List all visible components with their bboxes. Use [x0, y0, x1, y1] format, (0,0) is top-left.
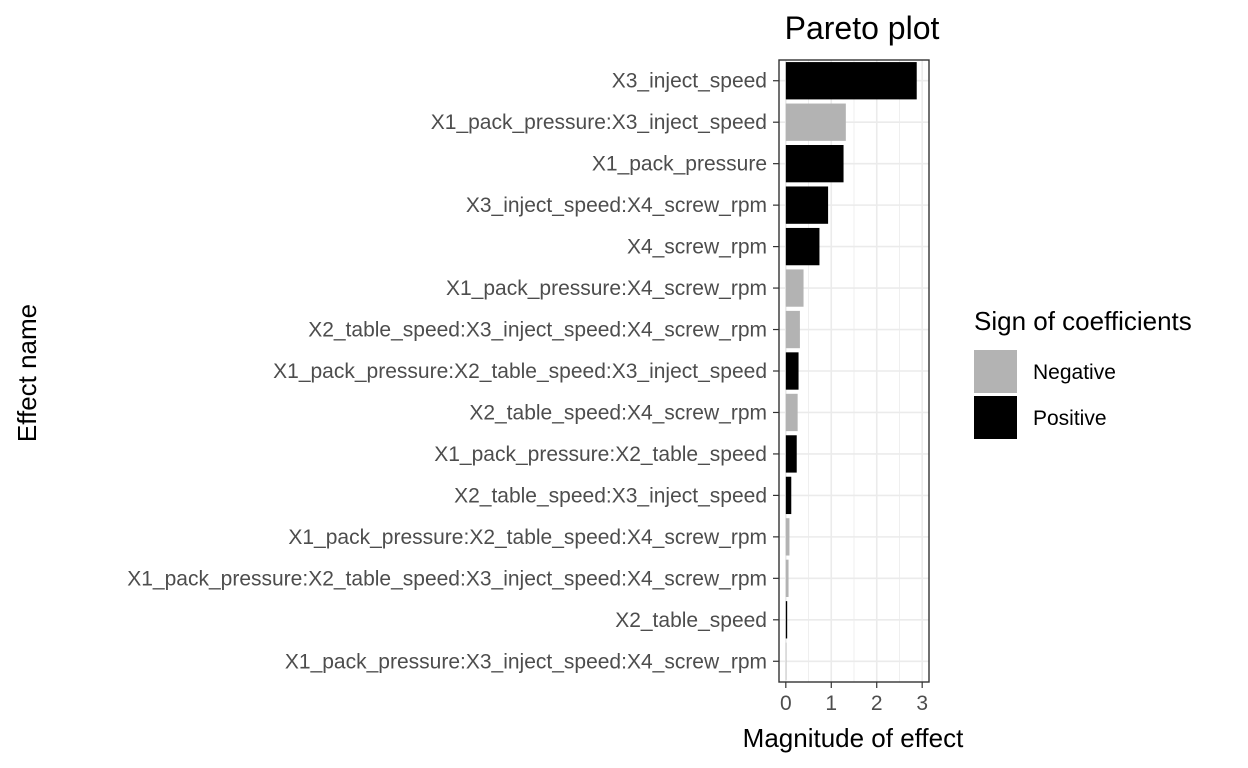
bar [785, 518, 790, 556]
bar [785, 269, 804, 307]
legend-label: Negative [1033, 361, 1116, 384]
y-tick-label: X2_table_speed:X4_screw_rpm [469, 401, 767, 424]
bar [785, 310, 800, 349]
y-tick-label: X3_inject_speed [612, 70, 767, 93]
bar [785, 435, 797, 473]
y-tick-label: X2_table_speed:X3_inject_speed [454, 484, 767, 507]
x-tick-label: 3 [916, 692, 928, 715]
plot-area: X3_inject_speed X1_pack_pressure:X3_injec… [127, 59, 930, 715]
legend-label: Positive [1033, 407, 1107, 430]
y-tick-label: X1_pack_pressure:X3_inject_speed:X4_scre… [285, 650, 767, 673]
bar [785, 186, 829, 224]
legend-title: Sign of coefficients [974, 306, 1192, 336]
x-tick-label: 2 [871, 692, 883, 715]
x-tick-label: 0 [780, 692, 792, 715]
bar [785, 62, 917, 100]
bar [785, 352, 799, 390]
y-tick-label: X2_table_speed:X3_inject_speed:X4_screw_… [308, 319, 767, 342]
bar [785, 145, 844, 183]
y-tick-label: X1_pack_pressure:X2_table_speed:X3_injec… [273, 360, 767, 383]
y-axis-title: Effect name [12, 304, 42, 442]
y-tick-label: X3_inject_speed:X4_screw_rpm [466, 194, 767, 217]
y-tick-label: X1_pack_pressure:X2_table_speed:X4_screw… [288, 526, 767, 549]
y-tick-label: X2_table_speed [615, 609, 767, 632]
bar [785, 559, 789, 597]
bar [785, 227, 820, 266]
bar [785, 476, 792, 515]
bar [785, 601, 788, 639]
y-tick-label: X1_pack_pressure:X2_table_speed:X3_injec… [127, 567, 767, 590]
legend: Sign of coefficients Negative Positive [974, 306, 1192, 439]
bar [785, 642, 787, 680]
panel-border [778, 59, 930, 683]
bar [785, 393, 798, 432]
y-tick-label: X4_screw_rpm [627, 236, 767, 259]
legend-swatch [974, 350, 1017, 393]
chart-title: Pareto plot [785, 10, 940, 46]
y-tick-label: X1_pack_pressure:X2_table_speed [434, 443, 767, 466]
x-tick-label: 1 [825, 692, 837, 715]
x-axis-title: Magnitude of effect [743, 723, 964, 753]
legend-swatch [974, 396, 1017, 439]
y-tick-label: X1_pack_pressure:X3_inject_speed [431, 111, 767, 134]
y-tick-label: X1_pack_pressure:X4_screw_rpm [446, 277, 767, 300]
y-tick-label: X1_pack_pressure [592, 153, 767, 176]
bar [785, 103, 846, 141]
